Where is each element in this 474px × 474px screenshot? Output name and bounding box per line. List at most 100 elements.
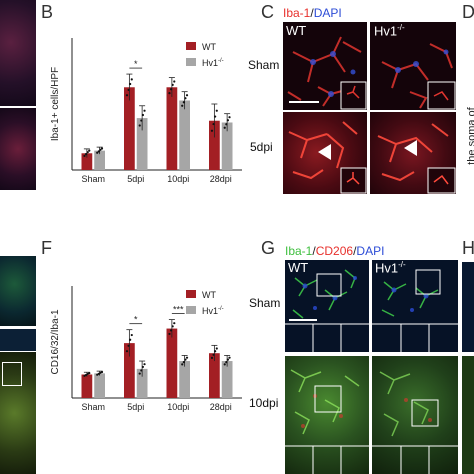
bar-hv1 — [179, 361, 190, 398]
data-point — [182, 361, 185, 364]
legend-swatch — [186, 58, 196, 66]
data-point — [225, 123, 228, 126]
bar-wt — [209, 120, 220, 170]
data-point — [228, 356, 231, 359]
col-label-hv1-sup: -/- — [398, 260, 406, 269]
micrograph-c-5dpi-hv1 — [370, 112, 456, 194]
data-point — [181, 363, 184, 366]
data-point — [185, 94, 189, 97]
data-point — [138, 372, 141, 375]
data-point — [129, 338, 132, 341]
legend-label: WT — [202, 290, 216, 300]
data-point — [169, 329, 173, 332]
legend-label: WT — [202, 42, 216, 52]
data-point — [171, 83, 174, 86]
micrograph-c-sham-wt: WT — [283, 22, 367, 110]
x-tick-label: 5dpi — [127, 402, 144, 412]
data-point — [210, 129, 214, 132]
data-point — [141, 365, 145, 369]
data-point — [226, 358, 230, 361]
legend-swatch — [186, 42, 196, 50]
micrograph-c-5dpi-wt — [283, 112, 367, 194]
bar-hv1 — [179, 100, 190, 170]
data-point — [185, 356, 189, 359]
data-point — [127, 344, 130, 347]
x-tick-label: 28dpi — [210, 402, 232, 412]
micrograph-g-10dpi-hv1 — [372, 356, 458, 474]
legend-label: Hv1-/- — [202, 306, 224, 316]
data-point — [168, 91, 171, 95]
col-label-hv1: Hv1-/- — [375, 260, 406, 275]
data-point — [84, 373, 88, 377]
data-point — [88, 149, 91, 152]
data-point — [97, 372, 100, 375]
bar-hv1 — [94, 150, 105, 170]
bar-wt — [166, 328, 178, 398]
panel-label-f: F — [41, 238, 52, 258]
col-label-hv1: Hv1-/- — [374, 23, 405, 38]
significance-label: * — [134, 315, 138, 325]
data-point — [212, 353, 215, 356]
data-point — [100, 370, 104, 374]
bar-hv1 — [136, 118, 148, 170]
data-point — [181, 104, 184, 107]
bar-wt — [124, 343, 135, 398]
col-label-hv1-text: Hv1 — [375, 260, 399, 276]
panel-d-ylabel: the soma of — [466, 107, 474, 165]
bar-wt — [81, 153, 93, 170]
panel-e-micrograph-bottom — [0, 352, 36, 474]
data-point — [171, 325, 174, 328]
data-point — [88, 372, 91, 375]
data-point — [214, 115, 217, 118]
col-label-wt: WT — [286, 23, 307, 38]
bar-hv1 — [221, 122, 233, 170]
data-point — [96, 373, 99, 376]
col-label-hv1-sup: -/- — [397, 23, 405, 32]
row-label-sham: Sham — [248, 58, 280, 72]
data-point — [143, 363, 146, 366]
bar-wt — [124, 87, 135, 170]
data-point — [140, 119, 143, 122]
data-point — [127, 88, 130, 92]
data-point — [125, 350, 129, 353]
y-axis-label: CD16/32/Iba-1 — [50, 309, 61, 374]
panel-a-micrograph-bottom — [0, 108, 36, 190]
data-point — [212, 122, 215, 126]
stain-dapi-label: DAPI — [313, 6, 342, 20]
micrograph-g-10dpi-wt — [285, 356, 369, 474]
data-point — [96, 151, 99, 154]
data-point — [97, 150, 100, 153]
x-tick-label: 28dpi — [210, 174, 232, 184]
panel-c-stain-label: Iba-1/DAPI — [283, 6, 342, 20]
data-point — [100, 147, 104, 150]
data-point — [173, 322, 176, 325]
legend-swatch — [186, 306, 196, 314]
bar-wt — [166, 87, 178, 170]
bar-hv1 — [221, 361, 233, 398]
data-point — [182, 101, 185, 104]
data-point — [173, 80, 176, 83]
x-tick-label: 5dpi — [127, 174, 144, 184]
col-label-wt: WT — [288, 260, 309, 275]
stain-separator: / — [353, 244, 357, 258]
x-tick-label: Sham — [81, 402, 105, 412]
x-tick-label: 10dpi — [167, 174, 189, 184]
data-point — [225, 361, 228, 364]
stain-separator: / — [310, 6, 314, 20]
data-point — [226, 119, 230, 122]
data-point — [210, 356, 214, 360]
panel-label-c: C — [261, 2, 274, 22]
panel-label-g: G — [261, 238, 276, 258]
row-label-sham: Sham — [249, 296, 281, 310]
data-point — [141, 113, 145, 117]
panel-a-micrograph-top — [0, 0, 36, 106]
row-label-5dpi: 5dpi — [250, 140, 273, 154]
data-point — [129, 82, 132, 86]
stain-iba1-label: Iba-1 — [285, 244, 313, 258]
data-point — [169, 88, 173, 91]
panel-label-h: H — [462, 238, 474, 258]
y-axis-label: Iba-1+ cells/HPF — [50, 67, 61, 141]
data-point — [86, 151, 89, 154]
legend-label: Hv1-/- — [202, 58, 224, 68]
